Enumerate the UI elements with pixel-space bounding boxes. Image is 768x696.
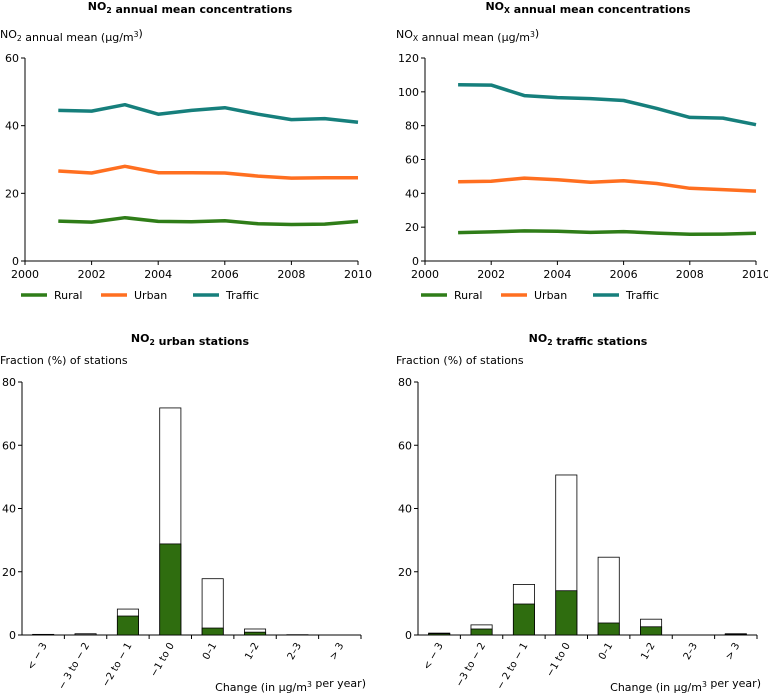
- y-tick-label: 20: [2, 566, 16, 579]
- y-tick-label: 0: [12, 255, 19, 268]
- y-tick-label: 20: [5, 187, 19, 200]
- category-label: 2–3: [286, 641, 304, 662]
- x-tick-label: 2002: [78, 268, 106, 281]
- category-label: 1–2: [243, 641, 261, 662]
- x-tick-label: 2006: [610, 268, 638, 281]
- y-tick-label: 40: [2, 503, 16, 516]
- chart-title: NOX annual mean concentrations: [485, 0, 691, 16]
- y-tick-label: 80: [2, 376, 16, 389]
- series-line-urban: [58, 164, 358, 180]
- bar-all-stations: [32, 633, 55, 636]
- series-line-urban: [458, 176, 757, 193]
- bar-all-stations: [201, 578, 224, 636]
- category-label: > 3: [328, 641, 346, 662]
- y-tick-label: 80: [398, 376, 412, 389]
- x-tick-label: 2008: [277, 268, 305, 281]
- y-tick-label: 120: [398, 52, 419, 65]
- bar-significant-trend: [512, 603, 535, 636]
- x-tick-label: 2004: [144, 268, 172, 281]
- series-line-rural: [458, 229, 757, 237]
- bar-significant-trend: [597, 622, 620, 636]
- chart-title: NO2 traffic stations: [529, 332, 648, 348]
- x-tick-label: 2002: [477, 268, 505, 281]
- x-axis-label: Change (in µg/m3 per year): [215, 677, 366, 694]
- legend-label-urban: Urban: [134, 289, 167, 302]
- y-axis-label: NO2 annual mean (µg/m3): [0, 27, 143, 44]
- legend-label-rural: Rural: [454, 289, 482, 302]
- x-tick-label: 2000: [411, 268, 439, 281]
- bar-significant-trend: [244, 631, 267, 636]
- bar-significant-trend: [159, 543, 182, 636]
- category-label: 2–3: [682, 641, 700, 662]
- bar-significant-trend: [640, 626, 663, 636]
- x-tick-label: 2004: [543, 268, 571, 281]
- category-label: 0–1: [597, 641, 615, 662]
- x-tick-label: 2010: [742, 268, 768, 281]
- category-label: −1 to 0: [545, 641, 573, 679]
- category-label: − 2 to − 1: [495, 641, 531, 692]
- y-tick-label: 60: [405, 154, 419, 167]
- bar-significant-trend: [470, 628, 493, 636]
- chart-title: NO2 urban stations: [131, 332, 250, 348]
- y-axis-label: NOX annual mean (µg/m3): [396, 27, 539, 44]
- y-tick-label: 20: [398, 566, 412, 579]
- bar-significant-trend: [555, 590, 578, 636]
- y-tick-label: 40: [398, 503, 412, 516]
- category-label: −3 to − 2: [454, 641, 488, 689]
- series-line-rural: [58, 215, 359, 227]
- y-tick-label: 0: [9, 629, 16, 642]
- category-label: > 3: [724, 641, 742, 662]
- bar-significant-trend: [116, 615, 139, 636]
- y-tick-label: 60: [398, 439, 412, 452]
- y-tick-label: 40: [405, 187, 419, 200]
- x-tick-label: 2010: [344, 268, 372, 281]
- category-label: −1 to 0: [149, 641, 177, 679]
- y-tick-label: 60: [5, 52, 19, 65]
- y-tick-label: 20: [405, 221, 419, 234]
- legend-label-urban: Urban: [534, 289, 567, 302]
- y-tick-label: 40: [5, 120, 19, 133]
- x-tick-label: 2000: [11, 268, 39, 281]
- y-tick-label: 0: [405, 629, 412, 642]
- x-tick-label: 2006: [211, 268, 239, 281]
- category-label: − 3 to − 2: [57, 641, 93, 692]
- bar-significant-trend: [428, 633, 451, 636]
- x-axis-label: Change (in µg/m3 per year): [610, 677, 761, 694]
- category-label: < − 3: [422, 641, 446, 672]
- legend-label-traffic: Traffic: [225, 289, 259, 302]
- bar-significant-trend: [724, 633, 747, 636]
- x-tick-label: 2008: [676, 268, 704, 281]
- y-axis-label: Fraction (%) of stations: [396, 354, 524, 367]
- y-tick-label: 80: [405, 120, 419, 133]
- category-label: < − 3: [26, 641, 50, 672]
- series-line-traffic: [458, 82, 757, 127]
- y-tick-label: 100: [398, 86, 419, 99]
- bar-significant-trend: [201, 627, 224, 636]
- series-line-traffic: [58, 102, 359, 125]
- y-axis-label: Fraction (%) of stations: [0, 354, 128, 367]
- category-label: 0–1: [201, 641, 219, 662]
- category-label: 1–2: [639, 641, 657, 662]
- y-tick-label: 60: [2, 439, 16, 452]
- legend-label-rural: Rural: [54, 289, 82, 302]
- legend-label-traffic: Traffic: [625, 289, 659, 302]
- y-tick-label: 0: [412, 255, 419, 268]
- category-label: −2 to − 1: [100, 641, 134, 689]
- chart-title: NO2 annual mean concentrations: [88, 0, 293, 16]
